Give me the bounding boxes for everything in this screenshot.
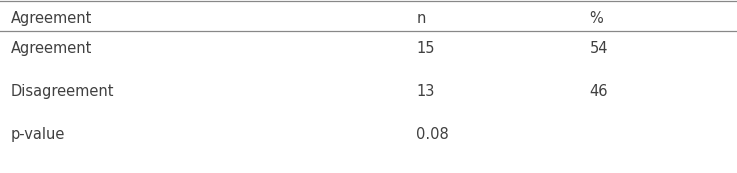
Text: Agreement: Agreement bbox=[11, 11, 92, 26]
Text: n: n bbox=[416, 11, 426, 26]
Text: Agreement: Agreement bbox=[11, 41, 92, 56]
Text: 46: 46 bbox=[590, 84, 608, 99]
Text: Disagreement: Disagreement bbox=[11, 84, 114, 99]
Text: 13: 13 bbox=[416, 84, 435, 99]
Text: %: % bbox=[590, 11, 604, 26]
Text: 15: 15 bbox=[416, 41, 435, 56]
Text: 54: 54 bbox=[590, 41, 608, 56]
Text: 0.08: 0.08 bbox=[416, 128, 449, 142]
Text: p-value: p-value bbox=[11, 128, 66, 142]
